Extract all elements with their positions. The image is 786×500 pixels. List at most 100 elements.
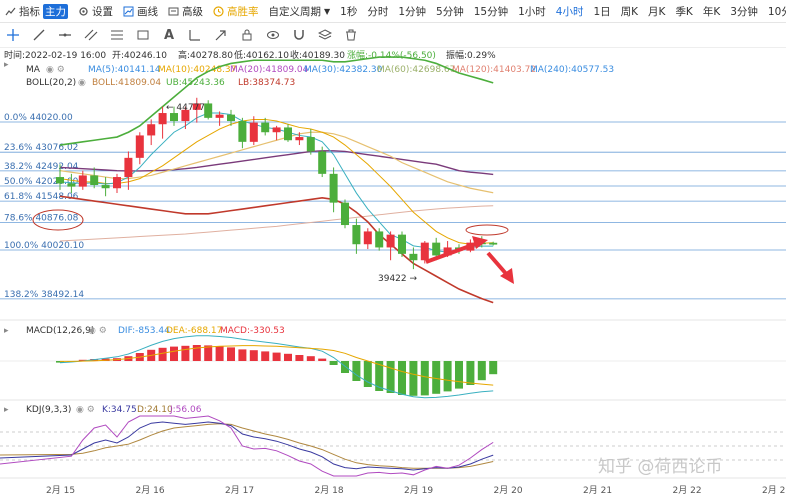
drawing-toolbar: A <box>0 23 786 48</box>
fib-label: 50.0% 42020.00 <box>4 177 79 187</box>
layers-icon[interactable] <box>312 24 338 46</box>
magnet-icon[interactable] <box>286 24 312 46</box>
candle-body <box>238 121 247 142</box>
measure-icon[interactable] <box>182 24 208 46</box>
period-12[interactable]: 3分钟 <box>730 5 758 18</box>
trend-line-icon[interactable] <box>26 24 52 46</box>
period-7[interactable]: 1日 <box>593 5 611 18</box>
macd-bar <box>272 352 281 361</box>
custom-period-dropdown[interactable]: 自定义周期 ▼ <box>264 0 336 22</box>
period-11[interactable]: 年K <box>702 5 721 18</box>
macd-bar <box>352 361 361 381</box>
eye-toggle-icon[interactable]: ◉ ⚙ <box>76 405 95 415</box>
low-annotation: 39422 → <box>378 274 418 284</box>
period-6[interactable]: 4小时 <box>555 5 584 18</box>
kdj-d-line <box>0 423 494 469</box>
macd-bar <box>284 353 292 361</box>
info-time: 时间:2022-02-19 16:00 <box>4 49 106 61</box>
fib-label: 23.6% 43076.02 <box>4 143 78 153</box>
info-low: 低:40162.10 <box>234 49 289 61</box>
x-tick-label: 2月 15 <box>46 485 75 496</box>
eye-toggle-icon[interactable]: ◉ ⚙ <box>88 326 107 336</box>
parallel-channel-icon[interactable] <box>78 24 104 46</box>
arrow-icon[interactable] <box>208 24 234 46</box>
x-tick-label: 2月 23 <box>762 485 786 496</box>
indicators-button[interactable]: 指标 主力 <box>0 0 73 22</box>
eye-icon[interactable] <box>260 24 286 46</box>
fib-label: 138.2% 38492.14 <box>4 290 84 300</box>
macd-bar <box>329 361 338 365</box>
candle-body <box>295 137 304 141</box>
eye-toggle-icon[interactable]: ◉ <box>78 78 86 88</box>
period-10[interactable]: 季K <box>675 5 693 18</box>
kdj-panel <box>0 415 494 477</box>
candle-body <box>272 127 281 133</box>
candle-body <box>341 202 349 226</box>
ma20-label: MA(20):41809.04 <box>230 65 309 75</box>
period-1[interactable]: 分时 <box>367 5 389 18</box>
macd-bar <box>192 345 201 361</box>
crosshair-icon[interactable] <box>0 24 26 46</box>
candle-body <box>409 253 418 261</box>
candle-body <box>398 234 406 254</box>
text-icon[interactable]: A <box>163 27 175 43</box>
period-9[interactable]: 月K <box>648 5 666 18</box>
candle-body <box>90 175 99 186</box>
macd-bar <box>477 361 486 381</box>
kdj-j-line <box>0 415 494 477</box>
rectangle-icon[interactable] <box>130 24 156 46</box>
kline-chart[interactable]: 时间:2022-02-19 16:00 开:40246.10 高:40278.8… <box>0 48 786 500</box>
macd-bar <box>204 345 213 361</box>
candle-body <box>375 231 384 248</box>
macd-bar <box>432 361 441 394</box>
info-amplitude: 振幅:0.29% <box>446 49 496 61</box>
candle-body <box>215 114 224 118</box>
lock-icon[interactable] <box>234 24 260 46</box>
candle-body <box>227 114 235 122</box>
period-5[interactable]: 1小时 <box>518 5 546 18</box>
horizontal-line-icon[interactable] <box>52 24 78 46</box>
macd-value-label: MACD:-330.53 <box>220 326 285 336</box>
macd-bar <box>420 361 429 396</box>
up-arrow <box>425 241 479 264</box>
custom-period-label: 自定义周期 <box>268 5 322 18</box>
down-arrow-head <box>500 268 514 284</box>
macd-bar <box>363 361 372 387</box>
candle-body <box>56 177 64 184</box>
low-value: 39422 <box>378 274 407 284</box>
win-rate-label: 高胜率 <box>227 5 259 18</box>
highlight-ellipse <box>32 209 84 231</box>
highlight-ellipse <box>465 224 509 236</box>
eye-toggle-icon[interactable]: ◉ ⚙ <box>46 65 65 75</box>
fib-label: 61.8% 41548.06 <box>4 192 79 202</box>
candle-body <box>158 113 167 125</box>
collapse-icon[interactable]: ▸ <box>4 405 9 415</box>
period-13[interactable]: 10分钟 <box>767 5 786 18</box>
collapse-icon[interactable]: ▸ <box>4 326 9 336</box>
collapse-icon[interactable]: ▸ <box>4 60 9 70</box>
watermark: 知乎 @荷西论币 <box>598 457 722 477</box>
win-rate-button[interactable]: 高胜率 <box>208 0 264 22</box>
macd-bar <box>409 361 418 396</box>
boll-ub-label: UB:45243.36 <box>166 78 225 88</box>
settings-button[interactable]: 设置 <box>73 0 118 22</box>
macd-dea-line <box>60 345 494 386</box>
kdj-j-label: J:56.06 <box>169 405 202 415</box>
fibonacci-icon[interactable] <box>104 24 130 46</box>
period-3[interactable]: 5分钟 <box>436 5 464 18</box>
macd-bar <box>215 346 224 361</box>
macd-bar <box>227 347 235 361</box>
candle-body <box>181 109 190 122</box>
macd-dea-label: DEA:-688.17 <box>166 326 222 336</box>
period-4[interactable]: 15分钟 <box>473 5 509 18</box>
advanced-button[interactable]: 高级 <box>163 0 208 22</box>
x-tick-label: 2月 17 <box>225 485 254 496</box>
fib-label: 100.0% 40020.10 <box>4 241 84 251</box>
trash-icon[interactable] <box>338 24 364 46</box>
fib-label: 38.2% 42492.04 <box>4 162 79 172</box>
period-8[interactable]: 周K <box>620 5 639 18</box>
period-0[interactable]: 1秒 <box>340 5 358 18</box>
period-2[interactable]: 1分钟 <box>398 5 427 18</box>
draw-button[interactable]: 画线 <box>118 0 163 22</box>
indicator-icon <box>5 6 16 17</box>
